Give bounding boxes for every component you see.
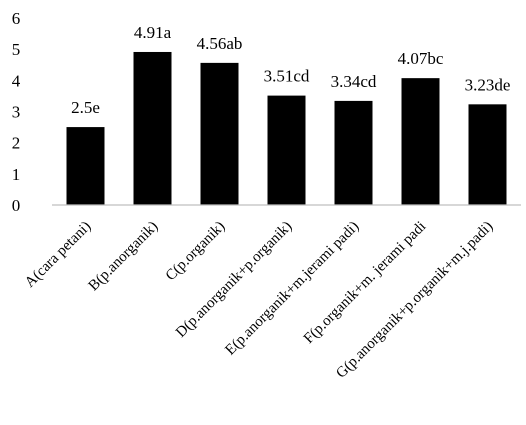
y-tick-label: 3 xyxy=(12,103,21,122)
bar xyxy=(334,100,373,205)
y-axis: 0 1 2 3 4 5 6 xyxy=(12,9,21,215)
category-label: A(cara petani) xyxy=(22,219,94,291)
data-labels-group: 2.5e 4.91a 4.56ab 3.51cd 3.34cd 4.07bc 3.23de xyxy=(71,23,510,117)
data-label: 3.51cd xyxy=(264,67,310,86)
y-tick-label: 4 xyxy=(12,71,21,90)
bar xyxy=(468,104,507,205)
data-label: 2.5e xyxy=(71,98,100,117)
category-label: E(p.anorganik+m.jerami padi) xyxy=(222,219,362,359)
data-label: 4.56ab xyxy=(197,34,243,53)
data-label: 3.34cd xyxy=(331,72,377,91)
data-label: 4.91a xyxy=(134,23,172,42)
category-label: C(p.organik) xyxy=(163,219,229,285)
bar xyxy=(133,51,172,206)
y-tick-label: 6 xyxy=(12,9,21,28)
x-axis: A(cara petani)B(p.anorganik) C(p.organik)… xyxy=(22,204,521,382)
y-tick-label: 2 xyxy=(12,134,21,153)
y-tick-label: 5 xyxy=(12,40,21,59)
bar xyxy=(267,95,306,205)
data-label: 4.07bc xyxy=(398,49,444,68)
category-label: F(p.organik+m. jerami padi xyxy=(301,219,429,347)
bars-group xyxy=(66,51,507,206)
bar xyxy=(401,78,440,205)
data-label: 3.23de xyxy=(465,75,511,94)
y-tick-label: 0 xyxy=(12,196,21,215)
bar xyxy=(200,62,239,205)
bar xyxy=(66,127,105,205)
category-label: D(p.anorganik+p.organik) xyxy=(173,219,295,341)
category-label: B(p.anorganik) xyxy=(86,219,162,295)
y-tick-label: 1 xyxy=(12,165,21,184)
